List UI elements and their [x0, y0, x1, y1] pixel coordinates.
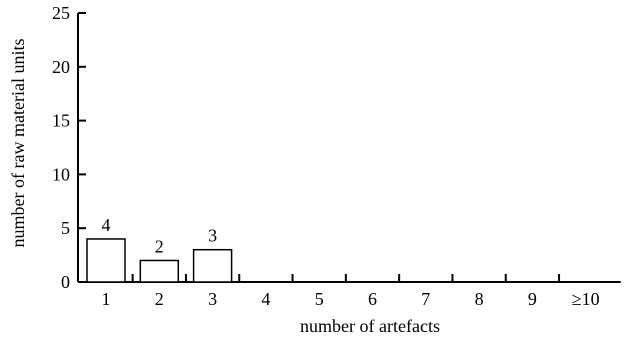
data-label: 3 [208, 226, 217, 246]
y-tick-label: 15 [52, 111, 70, 131]
data-label: 4 [102, 215, 111, 235]
bar-3 [192, 248, 233, 283]
x-tick-label: 3 [208, 289, 217, 309]
y-tick-label: 0 [61, 272, 70, 292]
y-axis-title: number of raw material units [8, 39, 28, 248]
y-tick-label: 10 [52, 164, 70, 184]
x-tick-label: 9 [528, 289, 537, 309]
bar-1 [86, 238, 126, 283]
x-tick-label: 1 [102, 289, 111, 309]
bar-2 [139, 259, 180, 283]
y-tick-label: 25 [52, 3, 70, 23]
x-tick-label: ≥10 [572, 289, 600, 309]
x-tick-label: 7 [421, 289, 430, 309]
x-tick-label: 2 [155, 289, 164, 309]
x-tick-label: 8 [475, 289, 484, 309]
x-tick-label: 6 [368, 289, 377, 309]
plot-area: 0 5 10 15 20 25 1 4 2 2 3 3 4 5 6 7 8 9 ≥10 [52, 3, 621, 309]
data-label: 2 [155, 236, 164, 256]
y-tick-label: 5 [61, 218, 70, 238]
x-tick-label: 5 [315, 289, 324, 309]
y-tick-label: 20 [52, 57, 70, 77]
x-tick-label: 4 [261, 289, 270, 309]
x-axis-title: number of artefacts [300, 316, 440, 336]
